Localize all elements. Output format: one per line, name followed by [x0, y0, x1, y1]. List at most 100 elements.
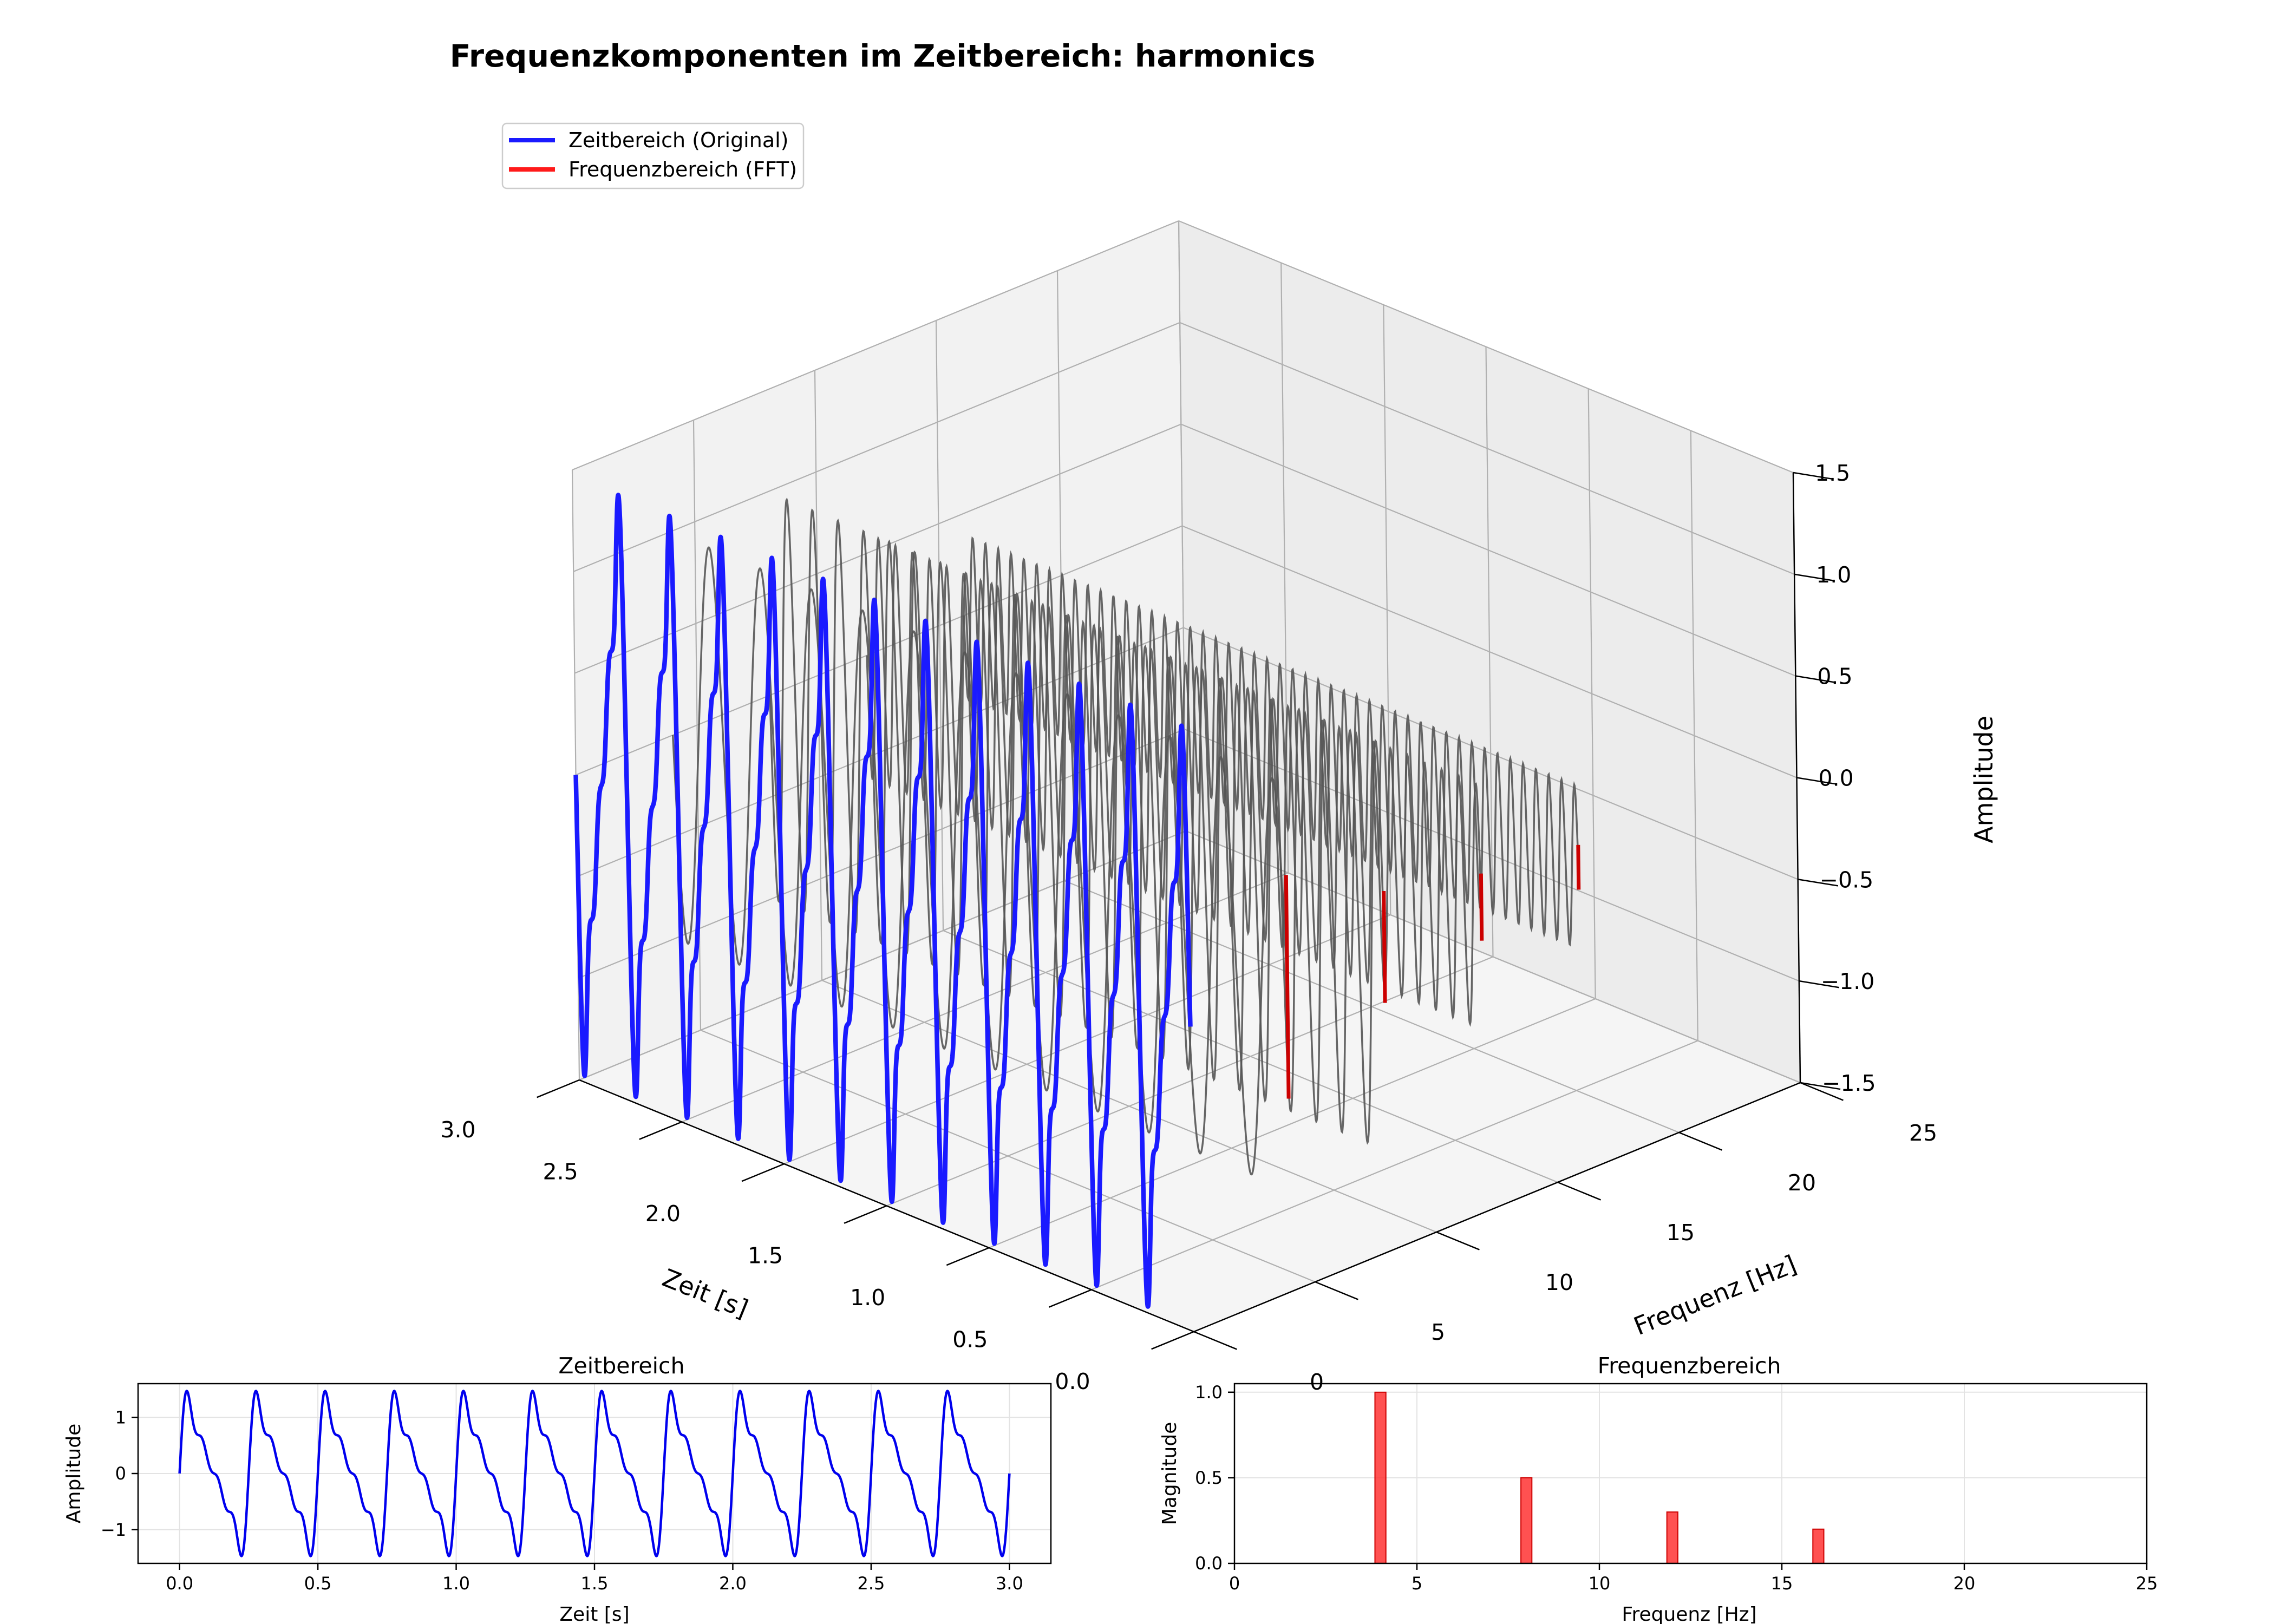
- y-tick: [1678, 1131, 1722, 1151]
- x-tick-label: 2.0: [645, 1201, 681, 1227]
- subplot-freq-ytick-label: 0.0: [1195, 1553, 1223, 1574]
- z-tick: [1799, 980, 1840, 988]
- z-tick: [1800, 1082, 1841, 1090]
- subplot-time-xtick-label: 1.5: [581, 1573, 609, 1594]
- component-curve: [866, 535, 1482, 1027]
- x-tick: [946, 1247, 990, 1266]
- freq-bar: [1520, 1477, 1533, 1564]
- grid-floor-t: [1091, 1040, 1698, 1291]
- subplot-freq-ticks: 0 5 10 15 20 25 0.0 0.5 1.0: [1195, 1382, 2158, 1594]
- y-tick-label: 5: [1431, 1319, 1445, 1345]
- y-tick: [1800, 1082, 1844, 1101]
- subplot-freq-title: Frequenzbereich: [1598, 1353, 1781, 1379]
- y-tick-label: 15: [1667, 1220, 1695, 1246]
- x-axis-label: Zeit [s]: [658, 1263, 752, 1324]
- grid-back-z: [573, 322, 1180, 572]
- x-tick: [639, 1121, 682, 1140]
- y-tick: [1315, 1281, 1358, 1300]
- y-tick: [1436, 1231, 1480, 1250]
- legend: Zeitbereich (Original) Frequenzbereich (…: [501, 122, 805, 189]
- grid-floor-f: [821, 979, 1437, 1233]
- chart-title: Frequenzkomponenten im Zeitbereich: harm…: [450, 38, 1316, 74]
- y-tick-label: 10: [1545, 1269, 1573, 1295]
- z-tick-label: −0.5: [1820, 867, 1874, 893]
- subplot-freq-xtick-label: 5: [1412, 1573, 1422, 1594]
- z-tick: [1796, 777, 1837, 785]
- subplot-time-xtick-label: 2.0: [719, 1573, 747, 1594]
- freq-bar: [1666, 1511, 1678, 1564]
- x-tick-label: 0.0: [1055, 1368, 1090, 1394]
- fft-bars-3d: [1284, 844, 1581, 1099]
- z-axis-label: Amplitude: [1969, 716, 1998, 843]
- y-axis-line: [1193, 1082, 1801, 1333]
- y-tick-label: 25: [1909, 1120, 1937, 1146]
- subplot-time-xtick-label: 2.5: [857, 1573, 885, 1594]
- grid-side-z: [1185, 830, 1801, 1084]
- y-tick: [1193, 1331, 1237, 1350]
- subplot-freq-xlabel: Frequenz [Hz]: [1622, 1603, 1756, 1624]
- z-tick-label: 1.5: [1815, 460, 1850, 486]
- subplot-freq-ytick-label: 0.5: [1195, 1468, 1223, 1488]
- subplot-freq-xtick-label: 15: [1771, 1573, 1793, 1594]
- z-tick-label: −1.5: [1822, 1070, 1876, 1096]
- grid-back-z: [572, 220, 1179, 471]
- legend-box: [501, 122, 805, 189]
- subplot-time-ytick-label: 0: [115, 1463, 126, 1484]
- x-tick: [1151, 1331, 1194, 1350]
- x-tick-label: 2.5: [543, 1159, 578, 1185]
- y-tick-label: 20: [1788, 1170, 1816, 1196]
- grid-side-z: [1183, 627, 1799, 880]
- subplot-time-xtick-label: 1.0: [442, 1573, 470, 1594]
- ticks-3d: 0.0 0.5 1.0 1.5 2.0 2.5 3.0 0 5 10 15 20 25 −1.5 −1.0 −…: [440, 460, 1937, 1395]
- legend-label-fft: Frequenzbereich (FFT): [568, 158, 797, 181]
- time-signal-3d-line: [573, 493, 1193, 1309]
- grid-side-z: [1178, 220, 1794, 474]
- x-tick-label: 0.5: [952, 1327, 988, 1353]
- time-signal-line: [178, 1390, 1011, 1557]
- x-tick: [1048, 1289, 1092, 1308]
- subplot-time-ylabel: Amplitude: [63, 1424, 85, 1523]
- subplot-time-domain: Zeitbereich 0.0 0.5 1.0 1.5 2.0 2.5 3.0 −1 0 1 Ze…: [63, 1353, 1052, 1624]
- subplot-freq-xtick-label: 20: [1953, 1573, 1976, 1594]
- fft-bar-3d: [1576, 844, 1581, 890]
- subplot-time-xtick-label: 3.0: [996, 1573, 1023, 1594]
- component-curve: [963, 536, 1580, 947]
- x-tick: [741, 1163, 785, 1182]
- grid-side-z: [1180, 423, 1796, 677]
- subplot-frequency-domain: Frequenzbereich 0 5 10 15 20 25 0.0 0.5 1.0 Freq…: [1159, 1353, 2158, 1624]
- z-tick-label: 0.5: [1817, 664, 1852, 690]
- subplot-freq-ytick-label: 1.0: [1195, 1382, 1223, 1403]
- z-tick: [1798, 879, 1838, 887]
- z-tick: [1794, 573, 1835, 582]
- y-axis-label: Frequenz [Hz]: [1630, 1249, 1801, 1341]
- grid-side-z: [1182, 525, 1797, 778]
- subplot-time-ytick-label: 1: [115, 1407, 126, 1427]
- grid-floor-f: [700, 1029, 1316, 1283]
- subplot-time-xtick-label: 0.0: [166, 1573, 193, 1594]
- x-tick-label: 3.0: [440, 1117, 475, 1143]
- subplot-time-xlabel: Zeit [s]: [559, 1603, 629, 1624]
- axes-3d: 0.0 0.5 1.0 1.5 2.0 2.5 3.0 0 5 10 15 20 25 −1.5 −1.0 −…: [440, 220, 1998, 1395]
- subplot-freq-grid: [1234, 1384, 2147, 1564]
- subplot-time-ticks: 0.0 0.5 1.0 1.5 2.0 2.5 3.0 −1 0 1: [101, 1407, 1023, 1594]
- grid-side-z: [1179, 322, 1795, 575]
- fft-bar-3d: [1382, 890, 1387, 1003]
- freq-bar: [1812, 1528, 1825, 1564]
- z-tick-label: 0.0: [1819, 765, 1854, 791]
- subplot-freq-frame: [1233, 1383, 2148, 1564]
- subplot-time-xtick-label: 0.5: [304, 1573, 332, 1594]
- subplot-freq-xtick-label: 0: [1229, 1573, 1240, 1594]
- subplot-freq-ylabel: Magnitude: [1159, 1422, 1181, 1525]
- subplot-freq-bars: [1374, 1391, 1825, 1564]
- x-tick: [844, 1205, 887, 1224]
- grid-side-z: [1184, 729, 1800, 982]
- subplot-freq-xtick-label: 10: [1589, 1573, 1611, 1594]
- grid-floor-t: [886, 956, 1493, 1207]
- subplot-time-ytick-label: −1: [101, 1520, 126, 1540]
- x-tick: [537, 1079, 580, 1098]
- x-tick-label: 1.0: [850, 1285, 885, 1311]
- z-tick-label: 1.0: [1816, 562, 1851, 588]
- z-tick-label: −1.0: [1821, 968, 1875, 994]
- subplot-freq-xtick-label: 25: [2136, 1573, 2158, 1594]
